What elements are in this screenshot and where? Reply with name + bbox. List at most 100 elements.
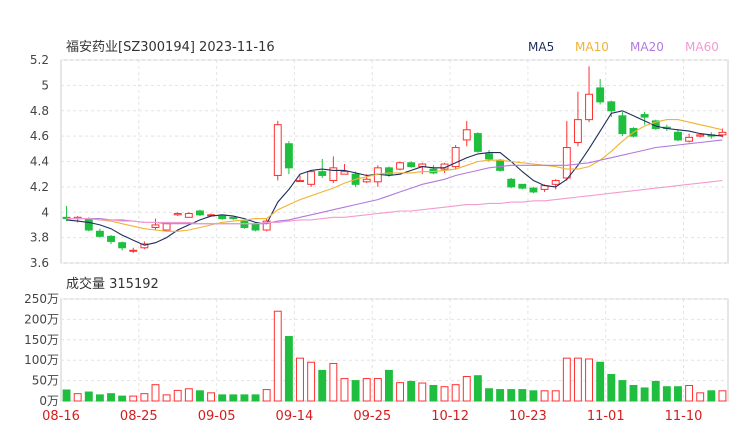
volume-bar: [396, 382, 405, 402]
volume-bar: [351, 380, 360, 402]
candle-body: [596, 87, 605, 103]
volume-bar: [462, 376, 471, 402]
candle: [118, 241, 127, 251]
candle: [518, 183, 527, 190]
candle-body: [184, 213, 193, 218]
candle: [173, 212, 182, 217]
date-tick-label: 08-25: [120, 409, 158, 424]
candle: [718, 128, 727, 138]
volume-bar: [662, 386, 671, 402]
candle: [618, 112, 627, 137]
candle-body: [296, 180, 304, 183]
volume-bar: [507, 389, 516, 402]
candle-body: [685, 136, 694, 142]
candle-body: [473, 133, 482, 152]
volume-bar: [84, 391, 93, 402]
candle-body: [240, 220, 249, 228]
candle-body: [273, 124, 282, 176]
volume-bar: [451, 384, 460, 402]
candle: [473, 132, 482, 153]
volume-bar: [296, 357, 304, 402]
date-tick-label: 09-14: [276, 409, 314, 424]
volume-bar: [429, 384, 438, 402]
candle-body: [129, 249, 138, 252]
date-tick-label: 10-23: [509, 409, 547, 424]
candle-body: [329, 167, 338, 182]
candle: [296, 175, 304, 183]
price-tick-label: 4.2: [30, 180, 49, 194]
candle: [129, 247, 138, 253]
volume-bar: [62, 389, 71, 402]
candle-body: [496, 159, 505, 171]
price-tick-label: 5: [41, 78, 49, 92]
volume-tick-label: 250万: [24, 292, 59, 306]
volume-bar: [518, 389, 527, 402]
candle: [562, 120, 571, 181]
volume-bar: [529, 390, 538, 402]
candle-body: [607, 101, 616, 112]
candle: [229, 216, 238, 220]
candle: [107, 235, 115, 244]
candle-body: [462, 129, 471, 141]
volume-bar: [73, 393, 82, 402]
volume-bar: [418, 382, 427, 402]
candle: [685, 133, 694, 143]
candle-body: [218, 215, 227, 220]
candle-body: [118, 242, 127, 249]
volume-bar: [496, 389, 505, 402]
volume-bar: [362, 378, 371, 402]
volume-bar: [473, 375, 482, 402]
candle-body: [173, 213, 182, 216]
candle: [674, 129, 682, 142]
price-tick-label: 5.2: [30, 53, 49, 67]
ma-line-ma60: [66, 179, 723, 225]
candle-body: [407, 162, 416, 168]
volume-bar: [207, 392, 216, 402]
candle-body: [562, 147, 571, 179]
candle: [507, 177, 516, 189]
volume-bar: [629, 384, 638, 402]
candle-body: [307, 171, 316, 185]
candle-body: [396, 162, 405, 170]
candle: [218, 215, 227, 220]
volume-bar: [273, 310, 282, 402]
volume-bar: [129, 395, 138, 402]
candle: [196, 209, 204, 217]
chart-title: 福安药业[SZ300194] 2023-11-16: [66, 40, 275, 55]
candle: [696, 133, 705, 138]
candle-body: [340, 171, 349, 175]
candle: [307, 170, 316, 187]
volume-bar: [151, 384, 160, 402]
volume-bar: [651, 380, 660, 402]
candle: [240, 220, 249, 229]
volume-tick-label: 100万: [24, 353, 59, 367]
price-tick-label: 4.6: [30, 129, 49, 143]
price-tick-label: 4.4: [30, 155, 49, 169]
date-tick-label: 09-25: [353, 409, 391, 424]
volume-bar: [407, 380, 416, 402]
volume-bar: [384, 369, 393, 402]
candle: [396, 161, 405, 171]
candle-body: [573, 119, 582, 143]
candle: [418, 162, 427, 175]
candle-body: [107, 235, 115, 242]
candle: [640, 112, 649, 125]
candle: [462, 120, 471, 147]
candle-body: [262, 220, 271, 231]
volume-bar: [218, 394, 227, 402]
candle-body: [518, 183, 527, 189]
volume-bar: [118, 395, 127, 402]
candle-body: [485, 153, 493, 160]
candle: [329, 156, 338, 184]
price-tick-label: 4.8: [30, 104, 49, 118]
candle-body: [696, 134, 705, 137]
candle-body: [84, 218, 93, 231]
volume-bar: [707, 390, 716, 402]
volume-bar: [485, 388, 493, 402]
volume-bar: [196, 390, 204, 402]
candle-body: [162, 223, 171, 231]
date-tick-label: 09-05: [198, 409, 236, 424]
candle-body: [196, 210, 204, 216]
candle: [318, 158, 327, 178]
